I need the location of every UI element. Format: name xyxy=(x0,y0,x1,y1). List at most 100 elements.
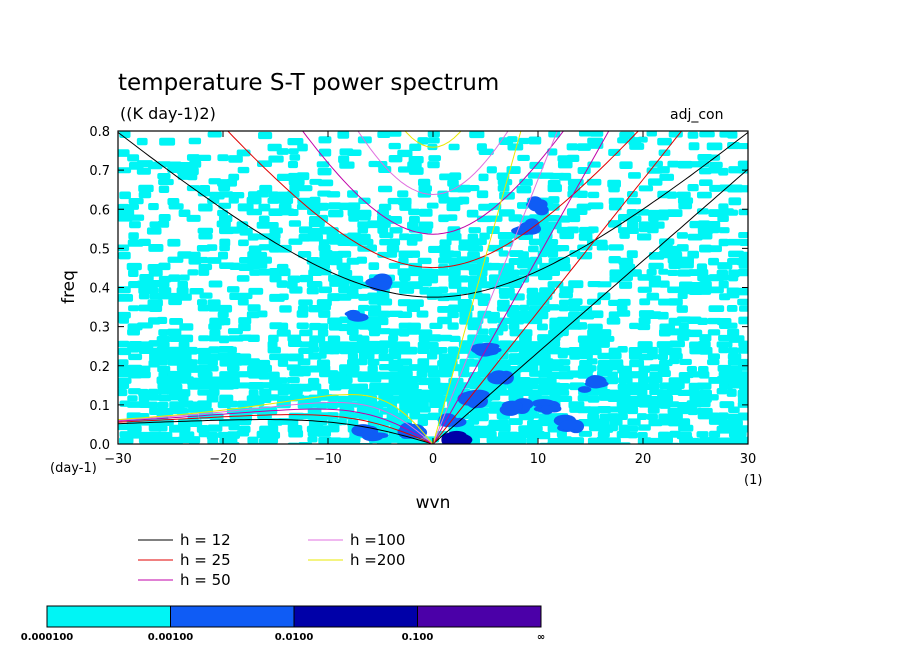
contour-cell xyxy=(326,370,339,377)
contour-cell xyxy=(696,431,709,438)
contour-cell xyxy=(318,136,332,144)
contour-cell xyxy=(429,322,443,330)
contour-cell xyxy=(478,173,489,182)
contour-cell xyxy=(659,173,675,181)
contour-cell xyxy=(366,347,380,355)
contour-cell xyxy=(388,352,402,360)
contour-cell xyxy=(486,311,500,319)
contour-cell xyxy=(418,280,432,287)
contour-cell xyxy=(218,215,233,223)
contour-cell xyxy=(697,287,712,295)
colorbar-swatch xyxy=(46,605,171,628)
contour-cell xyxy=(696,263,708,271)
colorbar-label: ∞ xyxy=(537,632,545,643)
contour-cell xyxy=(728,197,742,206)
contour-cell xyxy=(667,412,683,420)
contour-cell xyxy=(409,143,422,152)
contour-cell xyxy=(646,227,659,234)
contour-cell xyxy=(338,155,350,164)
contour-cell xyxy=(727,377,739,384)
contour-cell xyxy=(557,443,573,444)
contour-cell xyxy=(156,316,168,325)
contour-cell xyxy=(368,376,382,383)
colorbar-label: 0.00100 xyxy=(148,632,194,643)
contour-cell xyxy=(699,244,712,253)
contour-cell xyxy=(736,287,748,296)
contour-cell xyxy=(189,160,202,168)
contour-cell xyxy=(139,274,154,282)
contour-cell xyxy=(737,395,748,404)
contour-patch xyxy=(346,309,361,318)
contour-cell xyxy=(119,191,131,200)
contour-cell xyxy=(157,173,171,180)
contour-cell xyxy=(739,305,748,312)
contour-cell xyxy=(558,172,572,181)
contour-cell xyxy=(629,322,640,330)
contour-cell xyxy=(616,430,631,439)
contour-cell xyxy=(419,226,433,234)
legend-label: h = 25 xyxy=(180,551,231,569)
contour-cell xyxy=(637,323,651,331)
contour-cell xyxy=(269,244,281,253)
contour-cell xyxy=(687,250,700,259)
contour-cell xyxy=(658,268,669,275)
contour-cell xyxy=(388,335,399,342)
contour-cell xyxy=(709,286,724,294)
contour-cell xyxy=(128,203,139,210)
contour-cell xyxy=(576,208,588,215)
contour-cell xyxy=(399,233,411,241)
contour-cell xyxy=(608,148,621,156)
contour-cell xyxy=(488,274,500,282)
contour-cell xyxy=(659,401,671,409)
contour-cell xyxy=(307,233,323,242)
contour-cell xyxy=(198,268,210,276)
contour-cell xyxy=(408,215,420,224)
contour-patch xyxy=(540,405,554,415)
y-axis-ticks: 0.0 0.1 0.2 0.3 0.4 0.5 0.6 0.7 0.8 xyxy=(89,125,748,453)
contour-cell xyxy=(438,268,449,276)
contour-cell xyxy=(718,167,729,176)
contour-cell xyxy=(237,382,251,389)
contour-cell xyxy=(377,251,390,258)
contour-cell xyxy=(657,370,671,378)
contour-cell xyxy=(606,406,621,413)
contour-cell xyxy=(518,137,530,145)
contour-cell xyxy=(467,239,480,247)
contour-cell xyxy=(696,191,712,199)
contour-cell xyxy=(666,191,677,199)
contour-cell xyxy=(737,412,748,421)
contour-cell xyxy=(318,179,334,187)
contour-cell xyxy=(169,317,184,325)
contour-cell xyxy=(689,437,700,444)
contour-cell xyxy=(617,137,629,144)
contour-cell xyxy=(288,430,304,438)
contour-cell xyxy=(669,352,683,360)
contour-cell xyxy=(157,280,170,288)
contour-cell xyxy=(208,346,220,354)
contour-cell xyxy=(738,232,748,239)
contour-cell xyxy=(497,184,510,192)
contour-cell xyxy=(379,238,391,246)
contour-cell xyxy=(158,214,171,222)
contour-cell xyxy=(237,371,251,378)
contour-patch xyxy=(470,343,491,355)
contour-cell xyxy=(298,442,313,444)
gravity-curve xyxy=(302,131,565,235)
contour-cell xyxy=(638,377,649,386)
contour-cell xyxy=(367,340,381,349)
contour-cell xyxy=(568,304,581,312)
contour-cell xyxy=(679,358,692,365)
contour-cell xyxy=(619,161,633,170)
contour-cell xyxy=(406,305,421,312)
contour-cell xyxy=(618,257,634,266)
contour-cell xyxy=(417,341,431,349)
contour-cell xyxy=(176,166,190,175)
contour-patch xyxy=(558,420,580,431)
contour-cell xyxy=(619,263,636,271)
contour-cell xyxy=(498,239,513,247)
contour-cell xyxy=(148,202,159,211)
contour-cell xyxy=(289,286,303,294)
legend-label: h = 12 xyxy=(180,531,231,549)
contour-cell xyxy=(379,232,394,239)
contour-cell xyxy=(567,370,581,378)
